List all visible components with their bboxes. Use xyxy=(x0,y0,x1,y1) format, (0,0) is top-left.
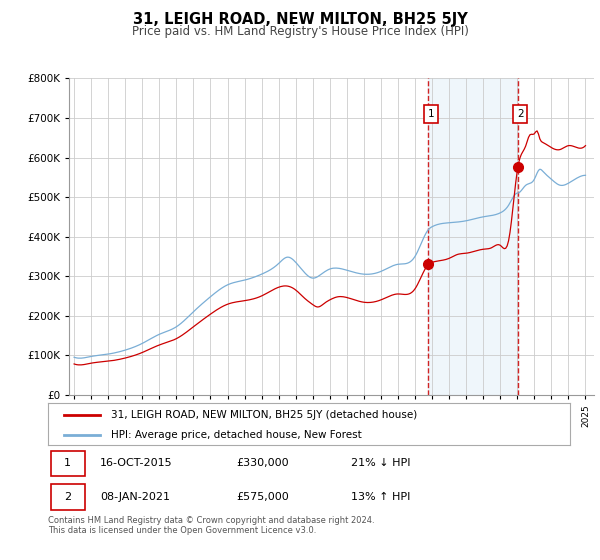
Text: 2: 2 xyxy=(64,492,71,502)
FancyBboxPatch shape xyxy=(50,451,85,476)
Text: Contains HM Land Registry data © Crown copyright and database right 2024.: Contains HM Land Registry data © Crown c… xyxy=(48,516,374,525)
Text: 08-JAN-2021: 08-JAN-2021 xyxy=(100,492,170,502)
Text: Price paid vs. HM Land Registry's House Price Index (HPI): Price paid vs. HM Land Registry's House … xyxy=(131,25,469,38)
FancyBboxPatch shape xyxy=(50,484,85,510)
Text: 13% ↑ HPI: 13% ↑ HPI xyxy=(351,492,410,502)
Text: 1: 1 xyxy=(428,109,434,119)
Text: This data is licensed under the Open Government Licence v3.0.: This data is licensed under the Open Gov… xyxy=(48,526,316,535)
Text: 1: 1 xyxy=(64,459,71,469)
Text: 31, LEIGH ROAD, NEW MILTON, BH25 5JY (detached house): 31, LEIGH ROAD, NEW MILTON, BH25 5JY (de… xyxy=(110,410,417,420)
Text: 21% ↓ HPI: 21% ↓ HPI xyxy=(351,459,410,469)
Text: £330,000: £330,000 xyxy=(236,459,289,469)
Text: 2: 2 xyxy=(517,109,524,119)
Text: 16-OCT-2015: 16-OCT-2015 xyxy=(100,459,173,469)
Text: HPI: Average price, detached house, New Forest: HPI: Average price, detached house, New … xyxy=(110,430,361,440)
Text: 31, LEIGH ROAD, NEW MILTON, BH25 5JY: 31, LEIGH ROAD, NEW MILTON, BH25 5JY xyxy=(133,12,467,27)
Text: £575,000: £575,000 xyxy=(236,492,289,502)
Bar xyxy=(428,78,518,395)
